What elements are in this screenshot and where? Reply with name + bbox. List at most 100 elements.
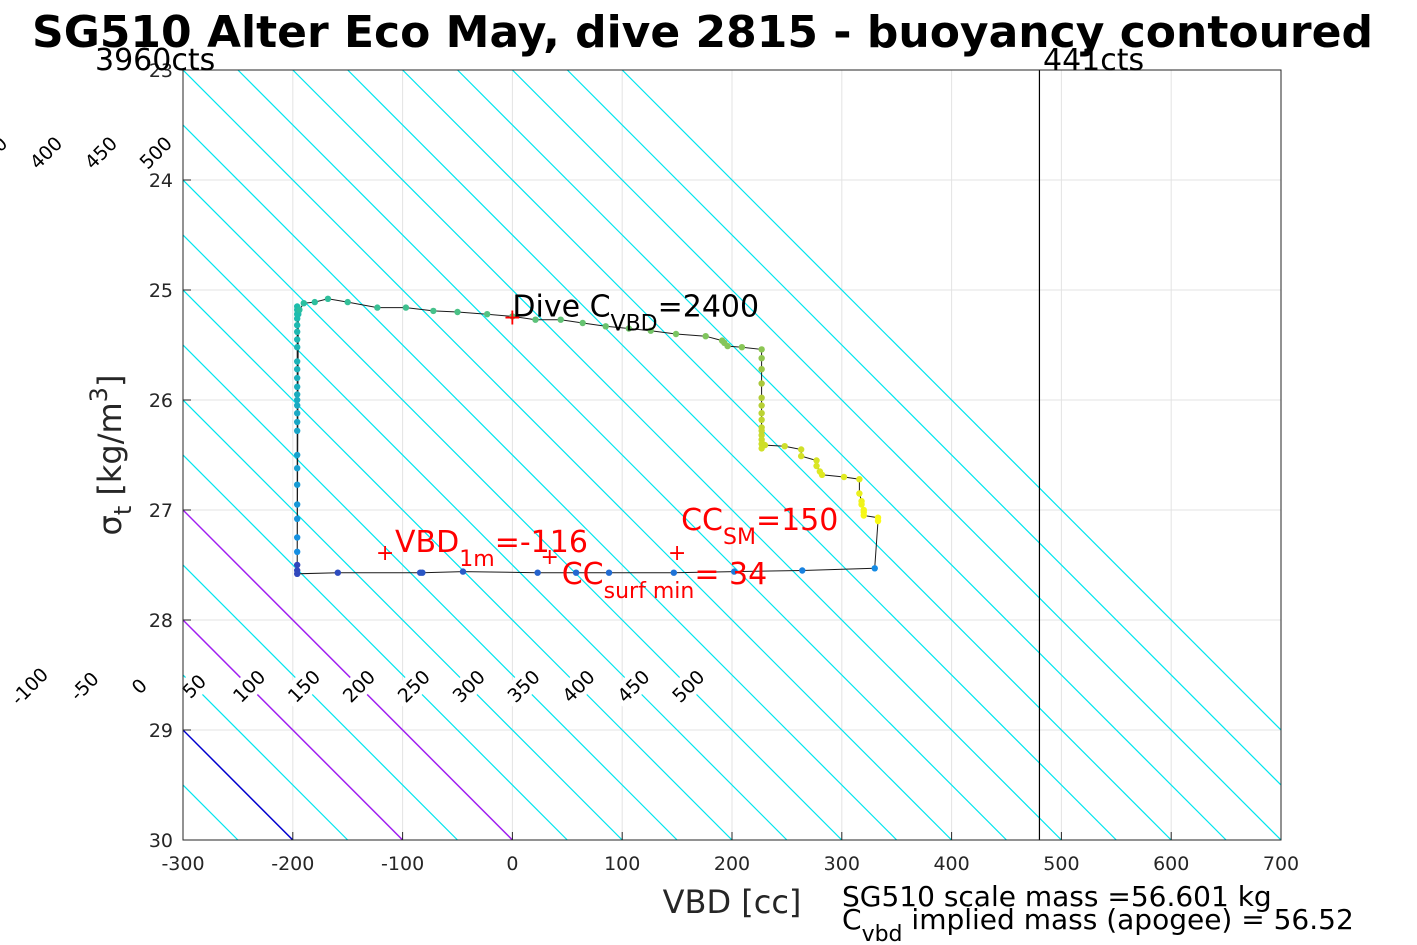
data-point-66 (781, 443, 788, 450)
y-axis-ticks: 23 24 25 26 27 28 29 30 (149, 60, 191, 852)
y-label-close: ] (91, 375, 129, 387)
contour-line-29 (621, 70, 1281, 731)
data-point-84 (799, 567, 806, 574)
data-point-83 (871, 565, 878, 572)
annotation-3: CCSM=150 (681, 503, 838, 550)
annotation-2-main: CC (562, 557, 604, 592)
contour-line-15 (183, 399, 623, 840)
data-point-57 (758, 416, 765, 423)
x-axis-label: VBD [cc] (663, 883, 802, 921)
annotation-0-main: Dive C (512, 289, 610, 324)
contour-line-27 (511, 70, 1281, 840)
data-point-11 (293, 383, 301, 390)
contour-label-bottom-bg-3 (115, 661, 164, 711)
contour-label-top-bg-17 (76, 128, 125, 177)
data-point-69 (813, 457, 820, 464)
data-point-20 (293, 481, 301, 488)
x-axis-ticks: -300 -200 -100 0 100 200 300 400 500 600 700 (161, 832, 1299, 875)
contour-label-top-bg-18 (131, 128, 180, 177)
annotation-3-sub: SM (723, 525, 756, 550)
cvbd-symbol: C (842, 903, 862, 936)
contour-line-17 (183, 289, 733, 840)
contour-line-18 (183, 234, 788, 840)
data-point-17 (293, 427, 301, 434)
corner-label-right: 441cts (1043, 43, 1144, 78)
data-point-19 (293, 465, 301, 472)
data-point-6 (293, 336, 301, 343)
data-point-45 (702, 333, 709, 340)
data-point-80 (860, 512, 867, 519)
data-point-9 (293, 366, 301, 373)
data-point-10 (293, 374, 301, 382)
data-point-21 (293, 501, 301, 508)
data-point-52 (758, 366, 765, 373)
contour-line-11 (183, 618, 404, 840)
data-point-87 (605, 569, 613, 576)
x-tick-label-7: 400 (933, 853, 969, 875)
cvbd-sub: vbd (862, 922, 903, 945)
contour-line-26 (457, 70, 1227, 840)
contour-label-bottom-bg-11 (554, 661, 603, 711)
data-point-82 (874, 517, 882, 525)
contour-line-24 (347, 70, 1117, 840)
data-point-51 (758, 355, 765, 362)
data-point-44 (672, 330, 680, 338)
y-tick-label-3: 26 (149, 390, 173, 412)
contour-label-bottom-bg-4 (169, 661, 219, 711)
data-point-32 (374, 304, 381, 311)
x-tick-label-1: -200 (271, 853, 314, 875)
data-point-18 (293, 451, 301, 459)
contour-line-5 (0, 70, 73, 840)
data-point-75 (856, 490, 863, 497)
contour-line-21 (183, 70, 953, 840)
data-point-53 (758, 380, 765, 387)
buoyancy-contours (0, 70, 1281, 840)
annotation-1-sub: 1m (459, 547, 494, 572)
data-point-29 (311, 298, 318, 306)
data-point-56 (758, 410, 765, 417)
x-tick-label-8: 500 (1043, 853, 1079, 875)
annotation-marker-0: + (503, 305, 521, 330)
y-label-unit: [kg/m (91, 402, 129, 505)
contour-label-top-bg-15 (0, 128, 15, 177)
data-point-73 (840, 473, 848, 481)
data-point-95 (293, 567, 301, 574)
data-point-42 (625, 325, 632, 332)
contour-line-19 (183, 179, 843, 840)
data-point-39 (557, 316, 564, 323)
contour-label-top-bg-16 (21, 128, 70, 177)
data-point-40 (579, 319, 586, 327)
contour-label-bottom-bg-13 (664, 661, 713, 711)
data-point-86 (670, 569, 678, 576)
annotation-marker-2: + (541, 545, 559, 570)
data-point-90 (459, 568, 467, 575)
data-point-55 (758, 402, 765, 409)
data-point-50 (758, 346, 765, 353)
data-point-38 (532, 316, 539, 323)
annotations: +Dive CVBD=2400+ VBD1m=-116+ CCsurf min= 3… (376, 289, 839, 604)
contour-label-bottom-bg-9 (444, 661, 493, 711)
annotation-marker-3: + (668, 541, 686, 566)
y-axis-label: σt [kg/m3] (85, 375, 137, 536)
x-tick-label-2: -100 (381, 853, 424, 875)
data-point-49 (738, 344, 746, 351)
data-point-23 (293, 534, 301, 541)
data-point-65 (761, 441, 769, 449)
data-point-4 (293, 322, 301, 329)
data-point-12 (293, 391, 301, 398)
annotation-0: Dive CVBD=2400 (512, 289, 759, 336)
x-tick-label-4: 100 (604, 853, 640, 875)
data-point-28 (300, 300, 307, 307)
annotation-2: CCsurf min= 34 (562, 557, 767, 604)
chart-title: SG510 Alter Eco May, dive 2815 - buoyanc… (32, 7, 1373, 58)
contour-label-bottom-bg-12 (609, 661, 658, 711)
data-point-68 (797, 452, 805, 460)
data-point-77 (858, 501, 865, 508)
data-point-59 (758, 432, 765, 439)
data-point-89 (534, 569, 541, 576)
x-tick-label-5: 200 (714, 853, 750, 875)
contour-label-bottom-1: -100 (7, 664, 53, 710)
data-point-7 (293, 344, 301, 351)
data-point-35 (454, 308, 461, 316)
